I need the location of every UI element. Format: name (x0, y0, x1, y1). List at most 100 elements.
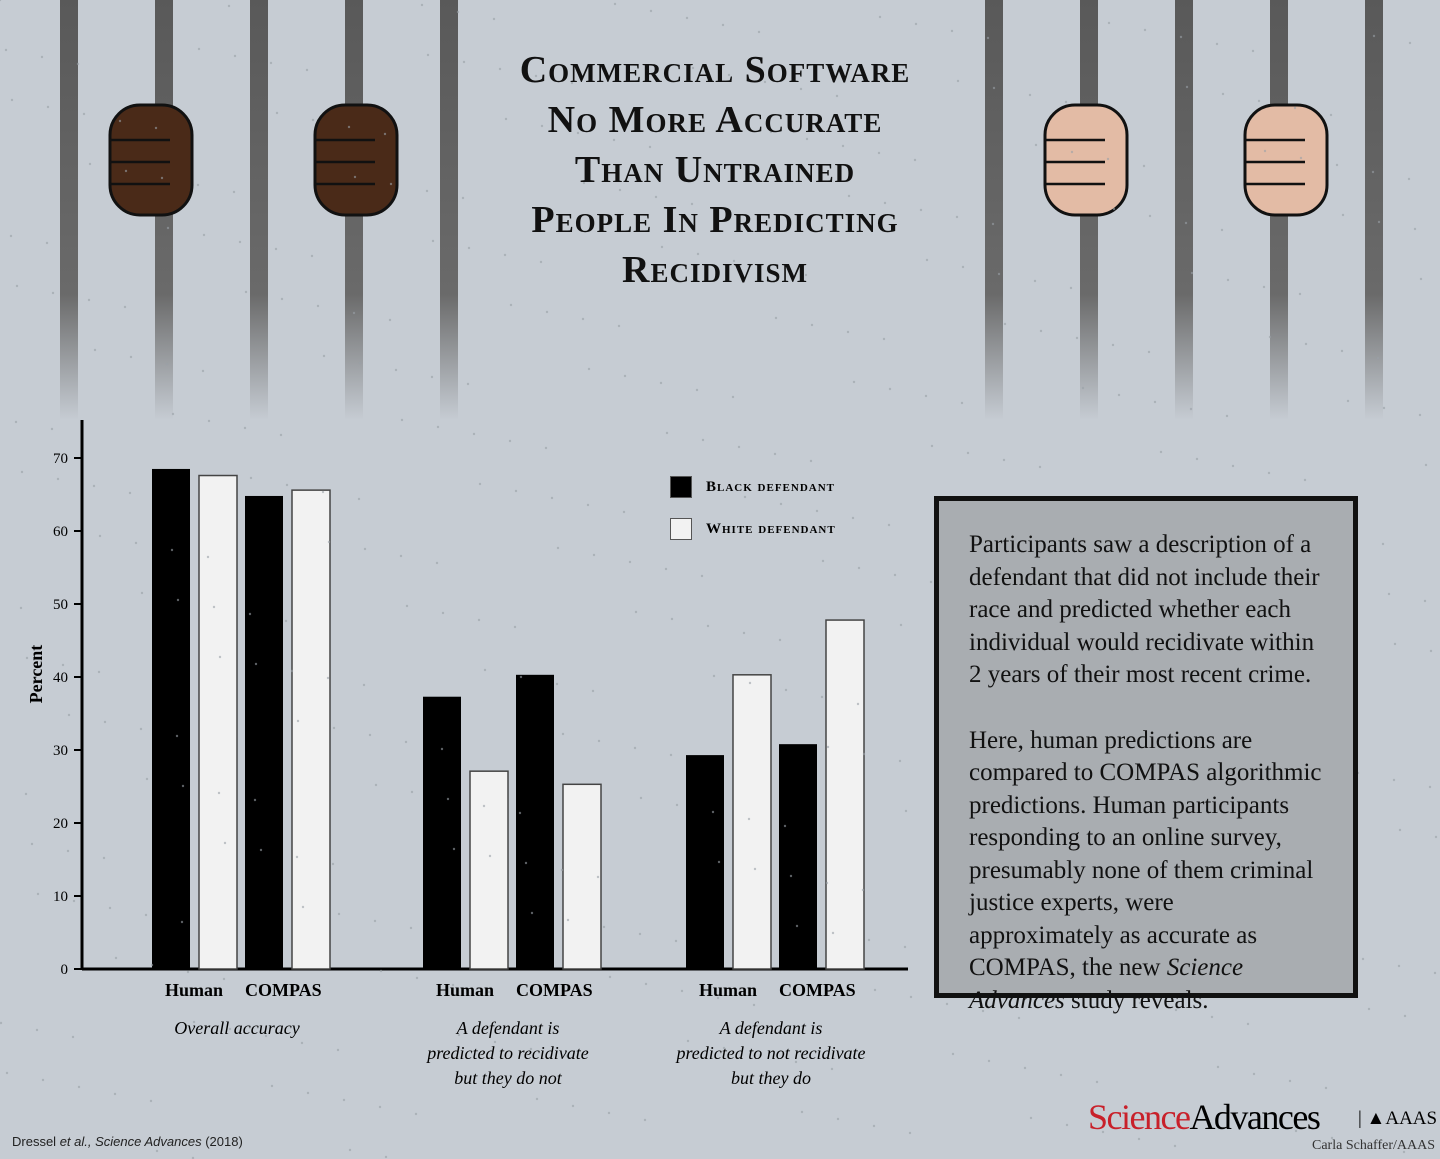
texture-speck (274, 247, 278, 251)
texture-speck (732, 259, 736, 263)
texture-speck (519, 675, 523, 679)
texture-speck (139, 727, 143, 731)
texture-speck (1106, 157, 1110, 161)
texture-speck (1304, 342, 1308, 346)
texture-speck (1147, 350, 1151, 354)
texture-speck (311, 118, 315, 122)
texture-speck (1263, 149, 1267, 153)
title-line: No More Accurate (547, 99, 883, 141)
texture-speck (524, 861, 528, 865)
texture-speck (1095, 1080, 1099, 1084)
texture-speck (1148, 214, 1152, 218)
texture-speck (363, 547, 367, 551)
texture-speck (113, 1092, 117, 1096)
texture-speck (887, 523, 891, 527)
texture-speck (50, 427, 54, 431)
texture-speck (202, 233, 206, 237)
description-box: Participants saw a description of a defe… (934, 496, 1358, 1014)
texture-speck (160, 176, 164, 180)
texture-speck (1288, 1079, 1292, 1083)
texture-speck (477, 618, 481, 622)
texture-speck (118, 119, 122, 123)
texture-speck (877, 151, 881, 155)
texture-speck (659, 381, 663, 385)
texture-speck (1393, 642, 1397, 646)
texture-speck (378, 1105, 382, 1109)
texture-speck (410, 790, 414, 794)
texture-speck (305, 68, 309, 72)
texture-speck (1184, 221, 1188, 225)
texture-speck (253, 798, 257, 802)
texture-speck (1434, 835, 1438, 839)
texture-speck (992, 86, 996, 90)
source-citation: Dressel et al., Science Advances (2018) (12, 1134, 243, 1149)
texture-speck (805, 137, 809, 141)
texture-speck (685, 16, 689, 20)
texture-speck (1341, 213, 1345, 217)
texture-speck (987, 1059, 991, 1063)
texture-speck (913, 158, 917, 162)
texture-speck (1257, 99, 1261, 103)
fist-icon (313, 103, 399, 217)
hands-illustration (108, 103, 1329, 217)
texture-speck (493, 1040, 497, 1044)
texture-speck (466, 382, 470, 386)
texture-speck (857, 566, 861, 570)
texture-speck (669, 753, 673, 757)
texture-speck (882, 337, 886, 341)
texture-speck (1221, 92, 1225, 96)
texture-speck (763, 80, 767, 84)
texture-speck (576, 131, 580, 135)
texture-speck (166, 226, 170, 230)
texture-speck (1189, 407, 1193, 411)
texture-speck (389, 182, 393, 186)
texture-speck (648, 145, 652, 149)
texture-speck (62, 527, 66, 531)
texture-speck (19, 606, 23, 610)
texture-speck (1111, 343, 1115, 347)
texture-speck (680, 989, 684, 993)
texture-speck (192, 1020, 196, 1024)
texture-speck (374, 783, 378, 787)
texture-speck (665, 431, 669, 435)
texture-speck (436, 425, 440, 429)
texture-speck (748, 681, 752, 685)
texture-speck (1413, 227, 1417, 231)
texture-speck (784, 688, 788, 692)
texture-speck (810, 323, 814, 327)
texture-speck (373, 919, 377, 923)
prison-bar (1365, 0, 1383, 420)
texture-speck (420, 3, 424, 7)
texture-speck (4, 48, 8, 52)
texture-speck (831, 931, 835, 935)
texture-speck (9, 234, 13, 238)
texture-speck (296, 719, 300, 723)
texture-speck (129, 355, 133, 359)
texture-speck (872, 1124, 876, 1128)
texture-speck (222, 977, 226, 981)
texture-speck (155, 1149, 159, 1153)
texture-speck (492, 17, 496, 21)
texture-speck (14, 420, 18, 424)
texture-speck (82, 112, 86, 116)
texture-speck (1361, 957, 1365, 961)
texture-speck (368, 733, 372, 737)
texture-speck (67, 713, 71, 717)
texture-speck (321, 490, 325, 494)
texture-speck (45, 241, 49, 245)
texture-speck (306, 1091, 310, 1095)
texture-speck (582, 181, 586, 185)
texture-speck (830, 1067, 834, 1071)
texture-speck (800, 1110, 804, 1114)
texture-speck (1002, 458, 1006, 462)
texture-speck (1064, 100, 1068, 104)
texture-speck (556, 546, 560, 550)
texture-speck (285, 483, 289, 487)
texture-speck (586, 503, 590, 507)
texture-speck (613, 2, 617, 6)
texture-speck (103, 720, 107, 724)
texture-speck (1173, 1144, 1177, 1148)
texture-speck (1033, 279, 1037, 283)
texture-speck (1298, 292, 1302, 296)
texture-speck (597, 739, 601, 743)
